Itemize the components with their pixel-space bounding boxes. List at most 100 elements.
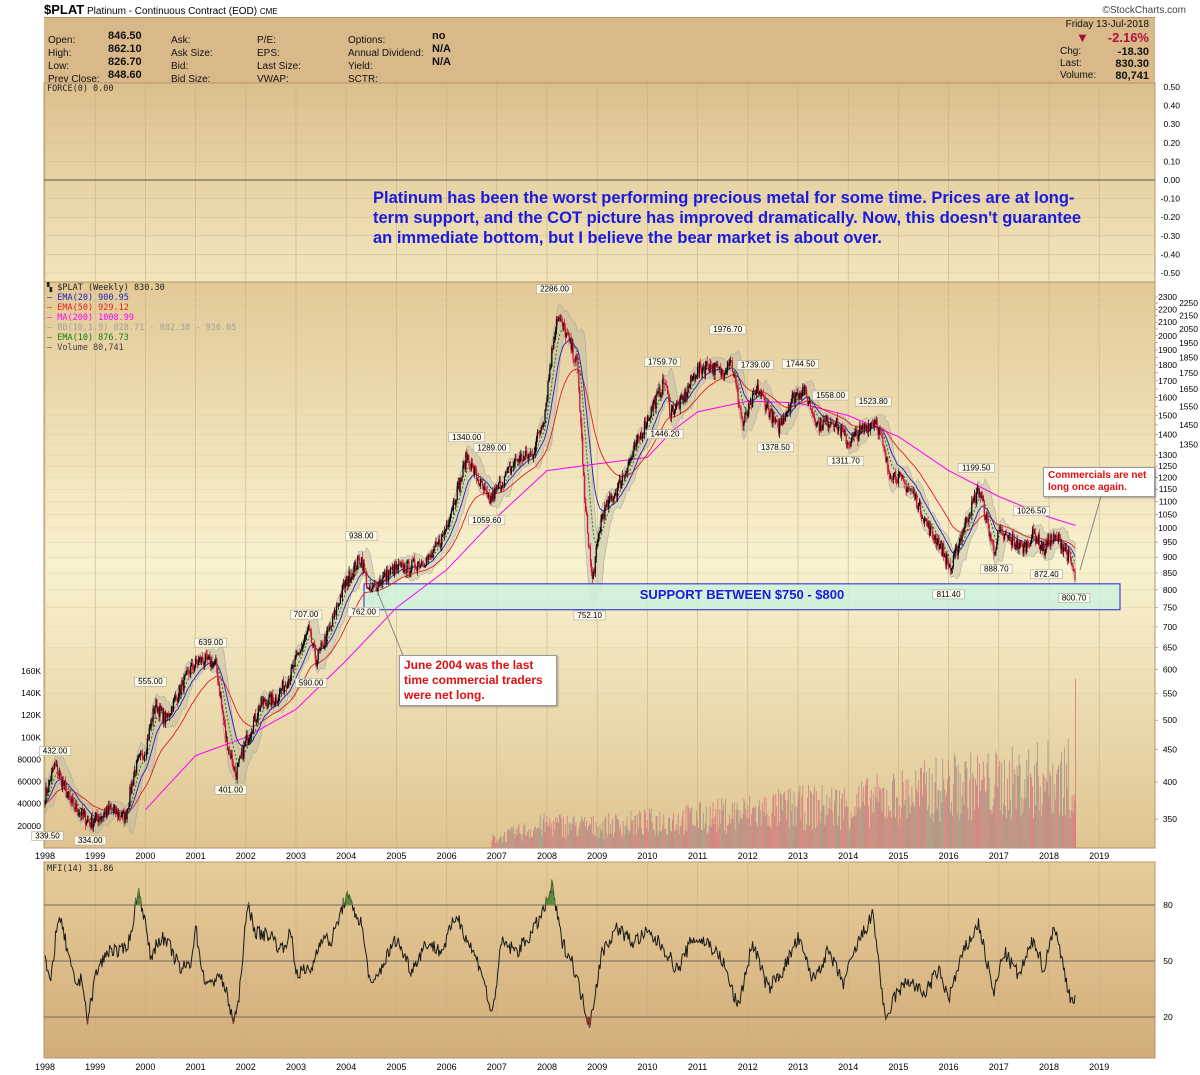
candle-body (865, 425, 868, 429)
volume-bar (971, 820, 973, 848)
volume-bar (608, 813, 610, 848)
volume-bar (768, 816, 770, 848)
candle-body (528, 454, 530, 459)
volume-bar (649, 813, 651, 848)
candle-body (957, 548, 959, 555)
candle-body (220, 696, 222, 697)
volume-bar (1056, 774, 1058, 848)
candle-body (667, 386, 669, 395)
candle-body (595, 546, 597, 558)
candle-body (485, 489, 487, 492)
candle-body (742, 418, 744, 426)
candle-body (356, 568, 358, 571)
price-label-box (38, 746, 72, 756)
volume-bar (783, 793, 784, 848)
candle-body (139, 754, 141, 757)
volume-bar (1050, 776, 1052, 848)
candle-body (61, 780, 63, 787)
candle-body (828, 424, 830, 428)
candle-body (697, 366, 699, 377)
candle-body (130, 787, 132, 794)
candle-body (1040, 544, 1042, 549)
candle-body (77, 811, 79, 815)
candle-body (737, 387, 739, 403)
candle-body (642, 433, 645, 435)
volume-bar (966, 767, 968, 848)
x-tick-label: 2010 (637, 851, 657, 861)
candle-body (553, 341, 555, 349)
candle-body (1050, 534, 1052, 546)
candle-body (568, 333, 570, 341)
x-tick-label: 2002 (236, 851, 256, 861)
price-label-box (854, 396, 892, 407)
volume-bar (817, 800, 819, 848)
volume-bar (950, 811, 951, 848)
field-label: SCTR: (348, 74, 378, 85)
candle-body (707, 366, 709, 370)
candle-body (518, 459, 520, 463)
volume-bar (1054, 784, 1056, 848)
candle-body (909, 488, 911, 490)
volume-bar (921, 768, 922, 848)
candle-body (864, 424, 867, 429)
candle-body (437, 543, 439, 545)
candle-body (578, 373, 580, 391)
candle-body (550, 365, 552, 369)
candle-body (352, 573, 354, 578)
volume-bar (524, 823, 526, 848)
candle-body (432, 552, 434, 558)
candle-body (750, 399, 752, 405)
candle-body (48, 780, 50, 791)
candle-body (711, 367, 713, 373)
candle-body (544, 410, 546, 423)
volume-bar (804, 812, 806, 848)
x-tick-label: 1998 (35, 851, 55, 861)
field-value: 830.30 (1115, 58, 1149, 70)
description: Platinum - Continuous Contract (EOD) (87, 6, 258, 17)
volume-bar (540, 829, 542, 848)
candle-body (500, 480, 502, 491)
candle-body (327, 629, 329, 631)
candle-body (675, 402, 677, 409)
candle-body (813, 414, 816, 421)
volume-bar (945, 797, 947, 848)
candle-body (420, 562, 423, 565)
candle-body (83, 811, 86, 813)
candle-body (270, 694, 272, 706)
candle-body (177, 698, 179, 702)
volume-bar (687, 804, 689, 848)
volume-bar (964, 761, 966, 848)
volume-bar (546, 815, 548, 848)
candle-body (1036, 538, 1039, 544)
candle-body (501, 485, 504, 487)
volume-bar (697, 819, 698, 848)
candle-body (839, 427, 842, 436)
volume-bar (727, 824, 728, 848)
candle-body (976, 486, 979, 493)
candle-body (85, 822, 88, 825)
candle-body (122, 811, 124, 812)
volume-bar (885, 819, 887, 848)
candle-body (180, 685, 182, 695)
stockcharts-credit[interactable]: ©StockCharts.com (1102, 5, 1186, 16)
x-tick-label: 2007 (487, 851, 507, 861)
candle-body (1011, 536, 1013, 546)
price-label: 1759.70 (648, 357, 677, 366)
volume-bar (874, 786, 876, 848)
volume-bar (725, 799, 726, 848)
volume-bar (754, 807, 755, 848)
candle-body (751, 399, 753, 407)
candle-body (398, 563, 400, 565)
volume-bar (611, 833, 613, 848)
candle-body (1057, 536, 1059, 542)
candle-body (574, 361, 576, 362)
candle-body (780, 421, 782, 425)
volume-bar (976, 784, 977, 848)
volume-bar (941, 802, 943, 848)
candle-body (931, 526, 933, 534)
candle-body (429, 555, 431, 558)
price-label-box (1013, 506, 1050, 516)
volume-bar (775, 794, 777, 848)
volume-bar (942, 758, 944, 848)
candle-body (514, 458, 516, 463)
